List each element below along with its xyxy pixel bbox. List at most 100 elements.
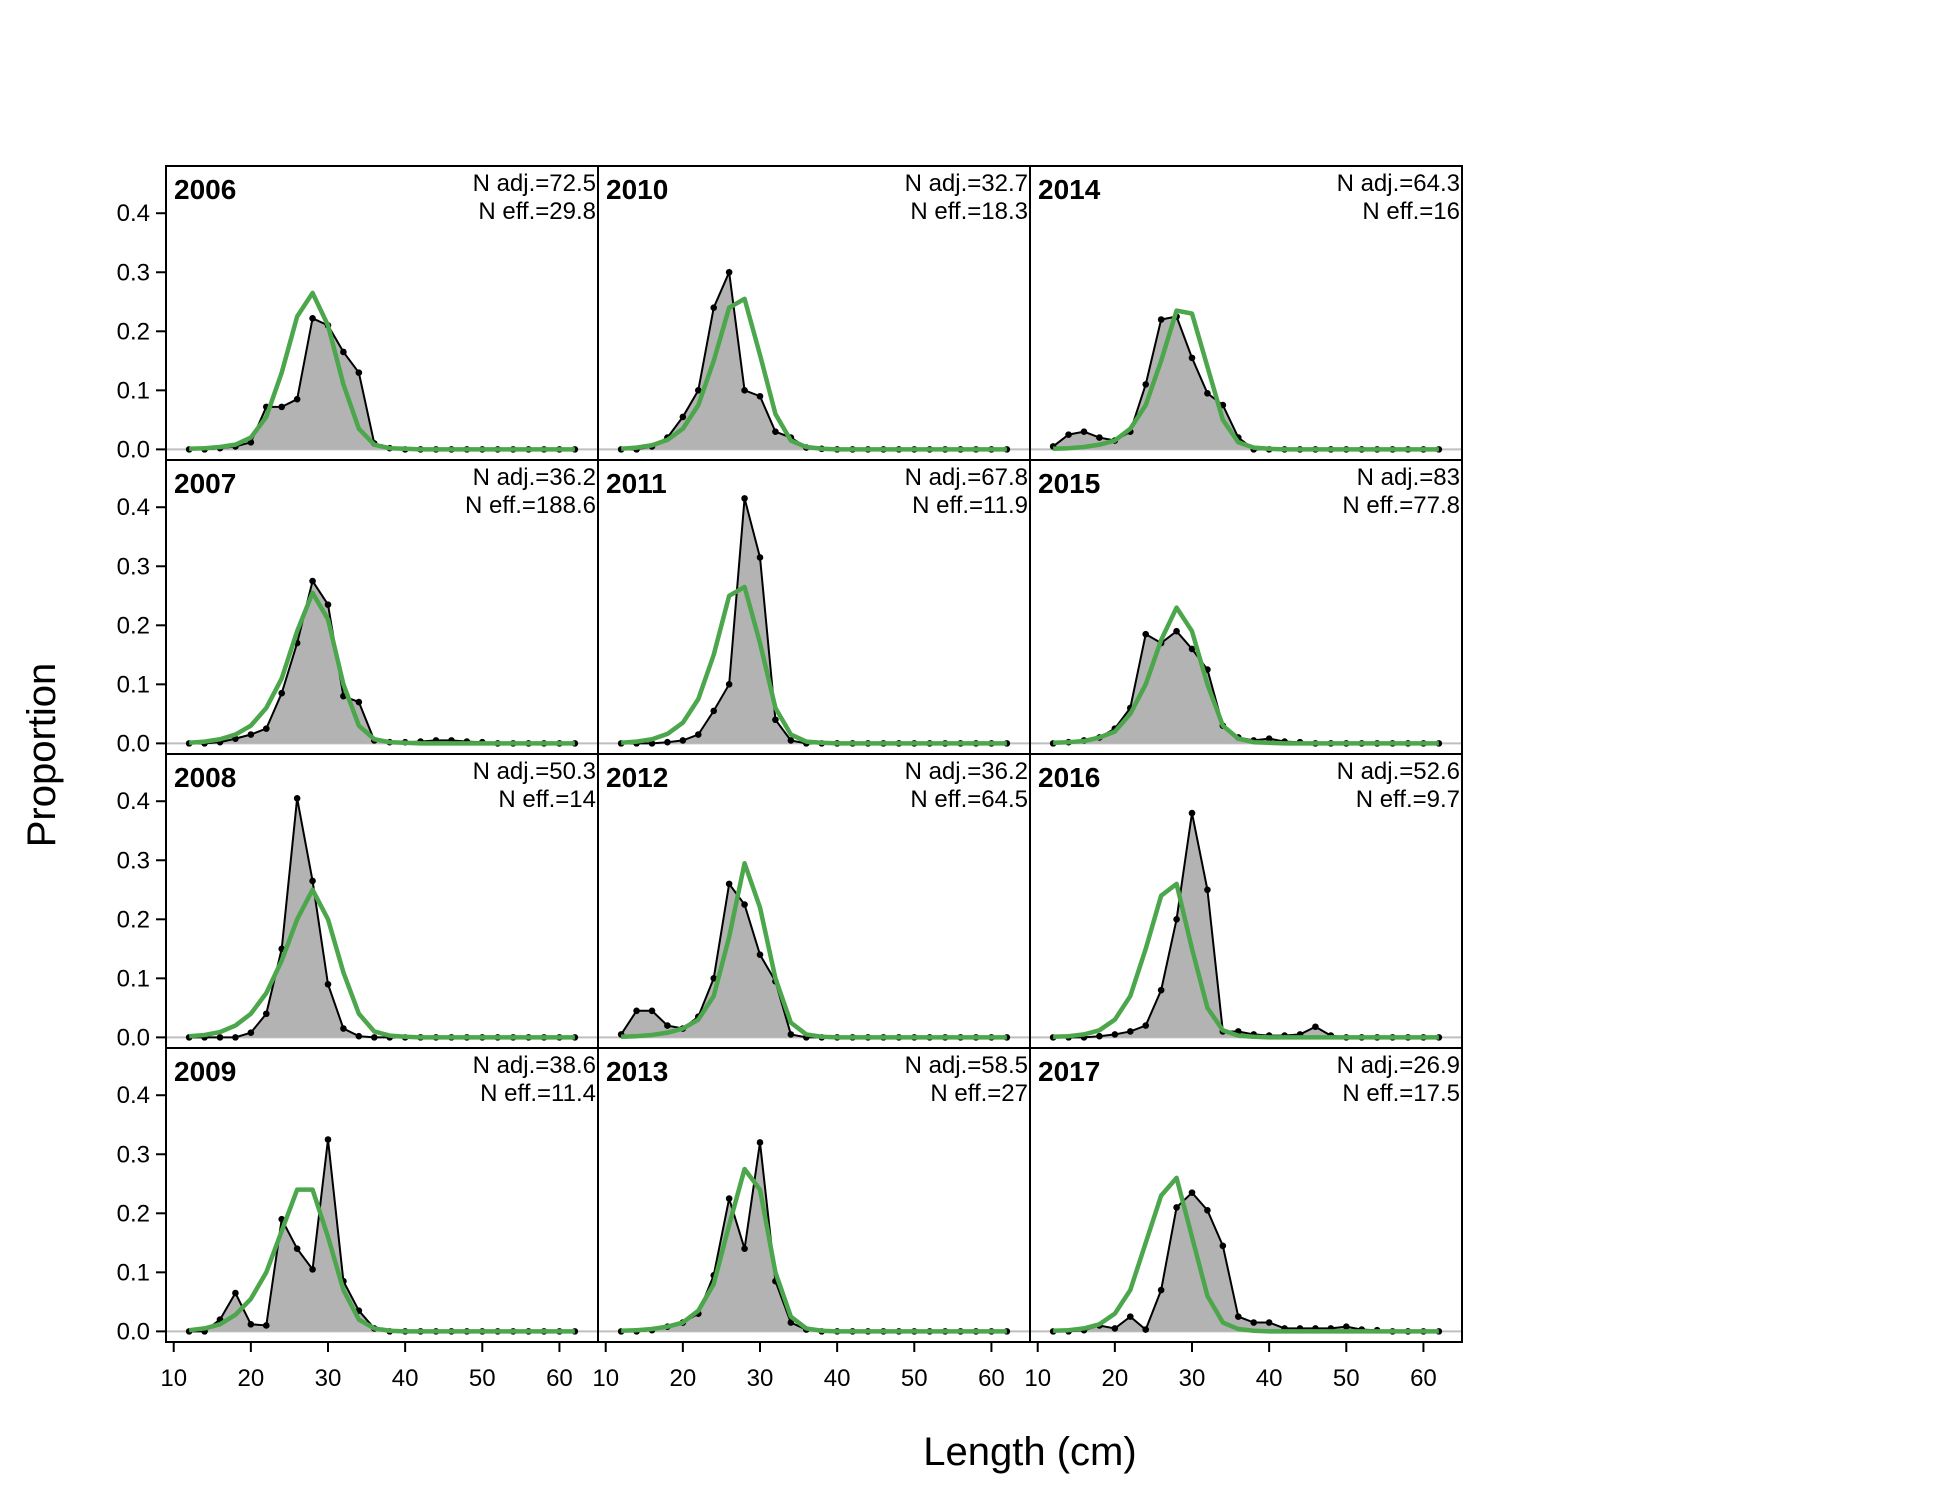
n-eff-label: N eff.=18.3 <box>910 198 1028 225</box>
observed-line <box>1053 812 1439 1039</box>
expected-line <box>620 296 1007 452</box>
observed-point <box>232 1034 239 1041</box>
y-tick-label: 0.1 <box>117 1259 150 1286</box>
observed-point <box>1142 1326 1150 1333</box>
x-axis-title: Length (cm) <box>923 1430 1136 1474</box>
y-axis-title: Proportion <box>20 663 64 848</box>
observed-point <box>664 738 671 746</box>
observed-point <box>355 1032 363 1040</box>
observed-area <box>621 272 1007 450</box>
expected-line <box>188 887 575 1040</box>
n-eff-label: N eff.=11.9 <box>912 492 1028 519</box>
observed-point <box>309 877 316 885</box>
panel-year-label: 2011 <box>606 468 667 499</box>
x-tick-label: 50 <box>1333 1365 1360 1392</box>
observed-point <box>1188 645 1196 653</box>
observed-point <box>741 901 748 908</box>
observed-line <box>1053 629 1439 745</box>
observed-point <box>293 1245 301 1253</box>
observed-area <box>189 318 575 450</box>
y-tick-label: 0.3 <box>117 1141 150 1168</box>
observed-point <box>247 1029 255 1036</box>
panel-year-label: 2009 <box>174 1056 236 1087</box>
observed-point <box>309 315 316 322</box>
y-axis: 0.0 0.1 0.2 0.3 0.4 <box>117 494 167 757</box>
x-tick-label: 10 <box>592 1365 619 1392</box>
observed-point <box>1188 354 1196 362</box>
y-tick-label: 0.1 <box>117 965 150 992</box>
observed-line <box>1053 1191 1439 1333</box>
observed-point <box>725 1195 733 1202</box>
observed-point <box>278 689 286 697</box>
x-tick-label: 40 <box>1256 1365 1283 1392</box>
x-tick-label: 60 <box>978 1365 1005 1392</box>
x-tick-label: 40 <box>392 1365 419 1392</box>
y-axis: 0.0 0.1 0.2 0.3 0.4 <box>117 788 167 1051</box>
y-tick-label: 0.4 <box>117 200 150 227</box>
expected-line <box>188 590 575 746</box>
observed-line <box>621 1142 1007 1333</box>
panel-2010: 2010 N adj.=32.7N eff.=18.3 <box>597 165 1031 461</box>
x-axis: 10 20 30 40 50 60 <box>160 1341 573 1392</box>
panel-year-label: 2014 <box>1038 174 1101 205</box>
observed-point <box>262 725 270 732</box>
observed-point <box>725 880 733 888</box>
observed-line <box>189 578 575 745</box>
observed-point <box>1157 1286 1165 1294</box>
panel-year-label: 2017 <box>1038 1056 1100 1087</box>
n-eff-label: N eff.=27 <box>930 1080 1028 1107</box>
observed-point <box>1142 381 1150 388</box>
observed-point <box>216 1034 224 1041</box>
expected-line <box>1053 308 1439 452</box>
n-adj-label: N adj.=38.6 <box>473 1052 596 1079</box>
observed-point <box>355 698 363 706</box>
observed-point <box>772 716 779 724</box>
observed-point <box>756 951 764 959</box>
expected-line <box>1053 1175 1439 1334</box>
y-tick-label: 0.0 <box>117 1318 150 1345</box>
n-adj-label: N adj.=64.3 <box>1337 170 1460 197</box>
observed-point <box>1342 1323 1350 1330</box>
observed-point <box>293 395 301 403</box>
panel-2015: 2015 N adj.=83N eff.=77.8 <box>1029 459 1463 755</box>
y-tick-label: 0.3 <box>117 553 150 580</box>
observed-point <box>1204 886 1211 894</box>
x-tick-label: 30 <box>315 1365 342 1392</box>
panel-2013: 2013 N adj.=58.5N eff.=27 <box>597 1047 1031 1343</box>
observed-point <box>772 428 779 435</box>
observed-area <box>1053 631 1439 744</box>
panel-year-label: 2015 <box>1038 468 1100 499</box>
y-tick-label: 0.4 <box>117 788 150 815</box>
panel-2007: 2007 N adj.=36.2N eff.=188.6 <box>165 459 599 755</box>
observed-point <box>710 975 718 982</box>
panel-2006: 2006 N adj.=72.5N eff.=29.8 <box>165 165 599 461</box>
observed-line <box>620 881 1007 1039</box>
observed-point <box>1204 1207 1211 1214</box>
observed-point <box>664 1022 671 1029</box>
observed-point <box>1111 1325 1119 1332</box>
observed-point <box>1173 627 1180 635</box>
observed-point <box>1265 1319 1273 1326</box>
n-adj-label: N adj.=32.7 <box>905 170 1028 197</box>
observed-point <box>725 268 733 276</box>
n-eff-label: N eff.=11.4 <box>480 1080 596 1107</box>
observed-point <box>262 1322 270 1329</box>
n-eff-label: N eff.=188.6 <box>465 492 596 519</box>
expected-line <box>620 584 1007 746</box>
observed-point <box>741 387 748 394</box>
observed-point <box>787 737 795 744</box>
observed-point <box>1096 1032 1103 1040</box>
x-tick-label: 40 <box>824 1365 851 1392</box>
observed-point <box>1157 986 1165 994</box>
observed-point <box>370 1034 378 1041</box>
observed-area <box>621 883 1007 1038</box>
observed-point <box>324 601 332 608</box>
y-tick-label: 0.0 <box>117 730 150 757</box>
n-adj-label: N adj.=83 <box>1357 464 1460 491</box>
observed-point <box>293 794 301 802</box>
observed-point <box>324 980 332 988</box>
observed-area <box>1053 316 1439 450</box>
y-tick-label: 0.0 <box>117 436 150 463</box>
observed-area <box>189 581 575 744</box>
y-tick-label: 0.2 <box>117 318 150 345</box>
